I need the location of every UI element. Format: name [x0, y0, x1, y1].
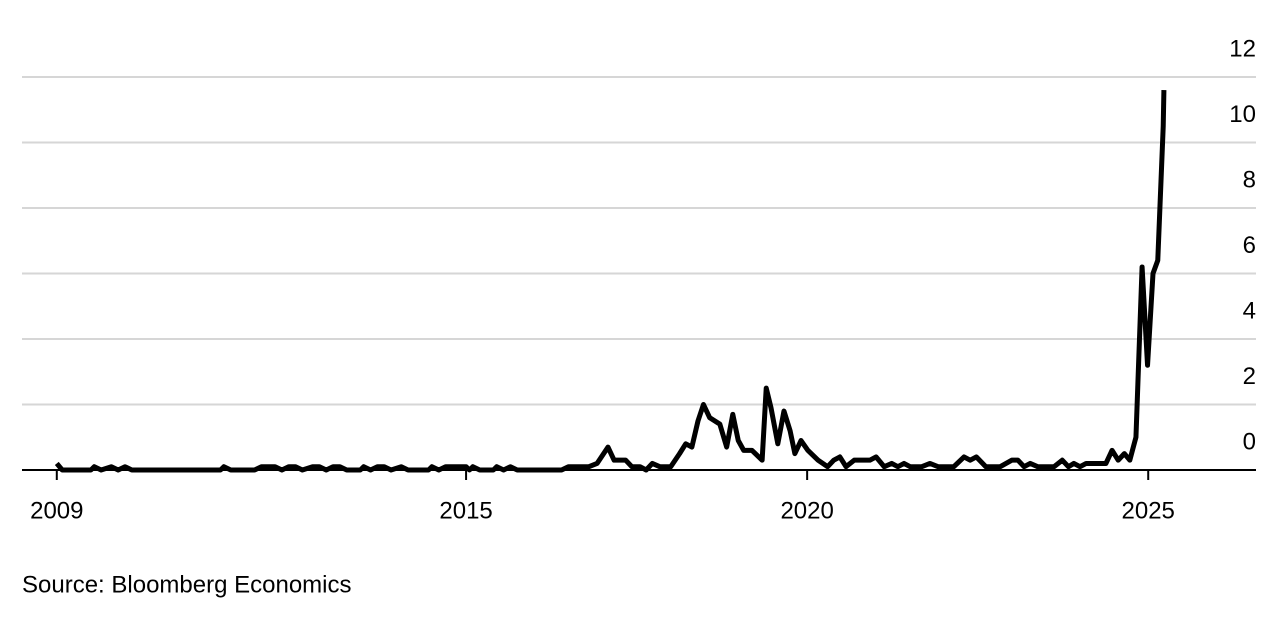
y-tick-label: 2 [1243, 363, 1256, 390]
x-tick-label: 2025 [1122, 497, 1175, 524]
source-note: Source: Bloomberg Economics [22, 571, 351, 598]
x-tick-label: 2009 [30, 497, 83, 524]
x-tick-label: 2015 [439, 497, 492, 524]
y-tick-label: 12 [1229, 35, 1256, 62]
y-tick-label: 6 [1243, 232, 1256, 259]
y-tick-label: 4 [1243, 297, 1256, 324]
y-tick-label: 8 [1243, 166, 1256, 193]
x-tick-label: 2020 [780, 497, 833, 524]
y-tick-label: 0 [1243, 428, 1256, 455]
y-tick-label: 10 [1229, 101, 1256, 128]
data-line [54, 90, 1167, 473]
